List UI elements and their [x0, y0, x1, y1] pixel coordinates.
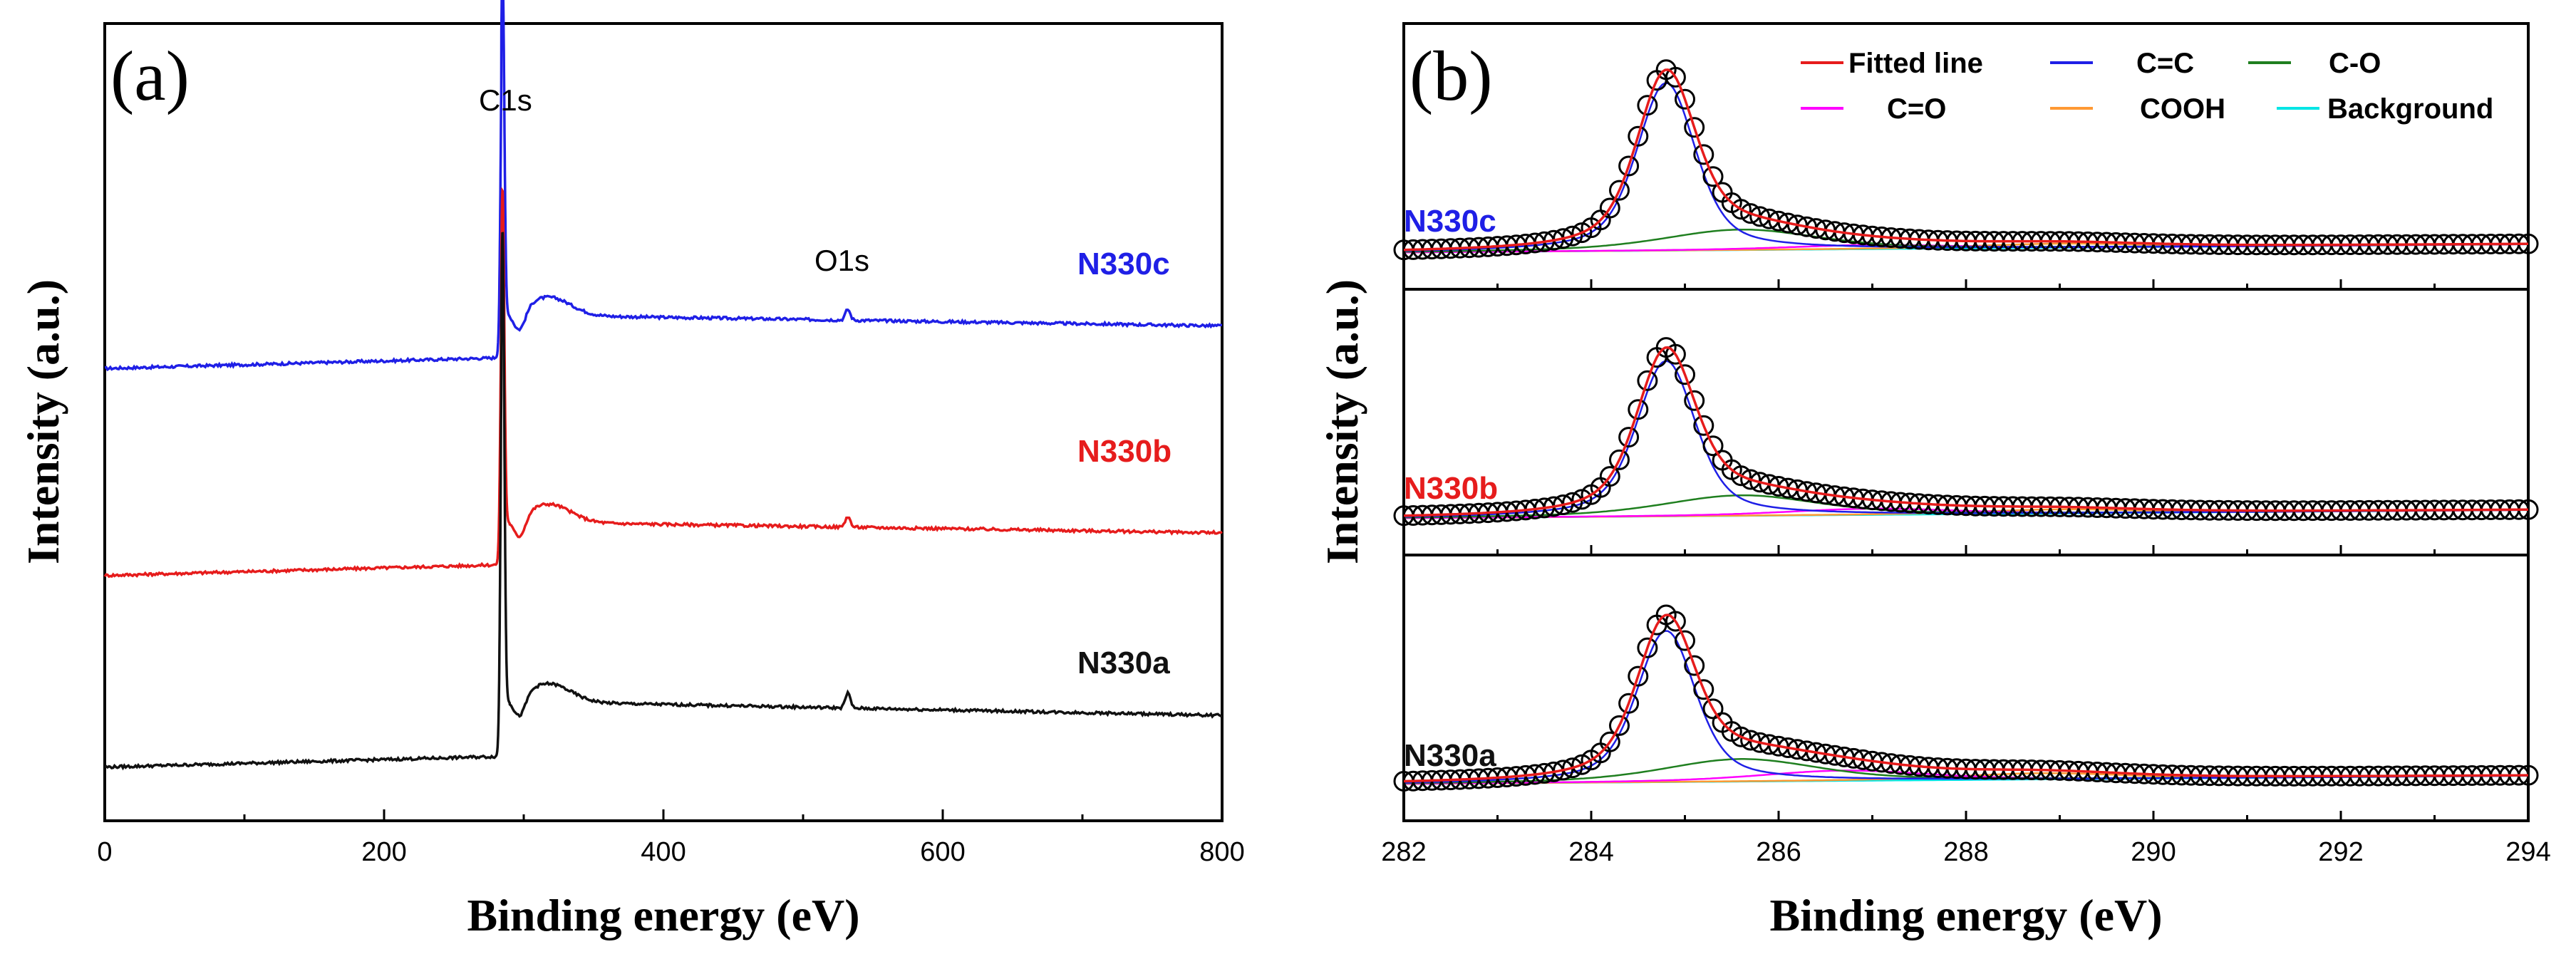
panel-a-series-group: [103, 0, 1223, 771]
data-point: [1628, 665, 1649, 687]
data-point: [1571, 489, 1593, 510]
series-label-n330a: N330a: [1077, 646, 1170, 680]
data-point: [1618, 155, 1640, 177]
data-point: [1618, 693, 1640, 714]
data-point: [1609, 449, 1630, 470]
data-point: [1553, 494, 1574, 515]
data-point: [1675, 364, 1695, 385]
data-point: [1675, 88, 1695, 110]
a-x-tick-label: 400: [641, 837, 686, 867]
data-point: [1628, 125, 1649, 147]
data-point: [1637, 637, 1658, 658]
legend-label-cooh: COOH: [2140, 93, 2225, 125]
legend-label-c-c: C=C: [2136, 48, 2194, 79]
panel-b-frame: [1402, 22, 2530, 822]
panel-b-label: (b): [1409, 36, 1493, 115]
panel-b: 282 284 286 288 290 292 294 (b) N330c N330b N3…: [1317, 22, 2551, 940]
data-point: [1609, 715, 1630, 736]
b-x-tick-label: 282: [1381, 837, 1426, 867]
b-x-tick-label: 284: [1568, 837, 1613, 867]
data-point: [1599, 197, 1620, 219]
a-x-tick-label: 0: [97, 837, 112, 867]
data-point: [1740, 203, 1762, 224]
data-point: [1665, 611, 1686, 632]
data-point: [1628, 399, 1649, 420]
panel-a-x-axis-title: Binding energy (eV): [467, 890, 859, 940]
a-x-tick-label: 800: [1199, 837, 1244, 867]
legend-label-fitted-line: Fitted line: [1848, 48, 1983, 79]
data-point: [1553, 760, 1574, 781]
data-point: [1684, 117, 1705, 138]
data-point: [1637, 95, 1658, 116]
a-x-tick-label: 600: [920, 837, 965, 867]
data-point: [1693, 415, 1714, 436]
data-point: [1571, 754, 1593, 775]
data-point: [1637, 370, 1658, 391]
data-point: [1562, 492, 1583, 513]
data-point: [1618, 427, 1640, 448]
b-x-tick-label: 292: [2318, 837, 2363, 867]
c1s-annotation: C1s: [479, 83, 532, 117]
subplot-n330c: [1393, 59, 2539, 261]
panel-a-y-axis-title: Intensity (a.u.): [18, 279, 68, 564]
b-x-tick-label: 290: [2131, 837, 2176, 867]
survey-line-n330c: [104, 0, 1223, 372]
panel-b-subplots: [1393, 59, 2539, 792]
data-point: [1693, 144, 1714, 165]
data-point: [1740, 730, 1762, 751]
data-point: [1562, 225, 1583, 247]
data-point: [1730, 199, 1752, 220]
survey-line-n330a: [103, 232, 1223, 771]
subplot-n330b: [1393, 337, 2539, 527]
data-point: [1543, 229, 1564, 251]
data-point: [1665, 66, 1686, 88]
b-x-tick-label: 288: [1943, 837, 1988, 867]
data-point: [1759, 208, 1780, 229]
data-point: [1730, 726, 1752, 747]
panel-a: (a) 0 200 400 600 800 C1s O1s N330c N330b N3…: [18, 0, 1245, 940]
data-point: [1693, 679, 1714, 700]
a-x-tick-label: 200: [361, 837, 406, 867]
panel-a-x-axis: 0 200 400 600 800: [97, 809, 1245, 867]
data-point: [1740, 469, 1762, 490]
series-label-n330c: N330c: [1077, 247, 1170, 281]
data-point: [1684, 655, 1705, 676]
data-point: [1553, 228, 1574, 249]
series-label-n330b: N330b: [1077, 434, 1171, 469]
data-point: [1702, 166, 1724, 187]
subplot-label-n330a: N330a: [1404, 738, 1496, 773]
b-x-tick-label: 286: [1756, 837, 1801, 867]
panel-a-label: (a): [110, 36, 190, 115]
data-point: [1702, 435, 1724, 457]
data-point: [1609, 180, 1630, 201]
data-point: [1675, 630, 1695, 651]
fitted-line: [1403, 613, 2528, 783]
data-point: [1665, 343, 1686, 365]
panel-b-x-axis-title: Binding energy (eV): [1769, 890, 2162, 940]
fitted-line: [1403, 346, 2528, 517]
panel-b-y-axis-title: Intensity (a.u.): [1317, 279, 1367, 564]
data-point: [1599, 466, 1620, 487]
subplot-label-n330b: N330b: [1404, 471, 1498, 506]
panel-b-x-axis: 282 284 286 288 290 292 294: [1381, 279, 2551, 867]
legend-label-background: Background: [2327, 93, 2493, 125]
panel-b-legend: Fitted line C=C C-O C=O COOH Background: [1801, 48, 2493, 125]
subplot-n330a: [1393, 604, 2539, 792]
legend-label-c-o-double: C=O: [1887, 93, 1946, 125]
panel-a-frame: [103, 22, 1224, 822]
data-point: [1684, 390, 1705, 411]
survey-line-n330b: [103, 187, 1223, 579]
o1s-annotation: O1s: [814, 244, 869, 277]
data-point: [1730, 465, 1752, 487]
data-point: [1599, 731, 1620, 752]
data-point: [1562, 757, 1583, 779]
data-point: [1749, 206, 1771, 227]
legend-label-c-o: C-O: [2329, 48, 2381, 79]
b-x-tick-label: 294: [2505, 837, 2550, 867]
subplot-label-n330c: N330c: [1404, 204, 1496, 239]
fitted-line: [1403, 68, 2528, 252]
